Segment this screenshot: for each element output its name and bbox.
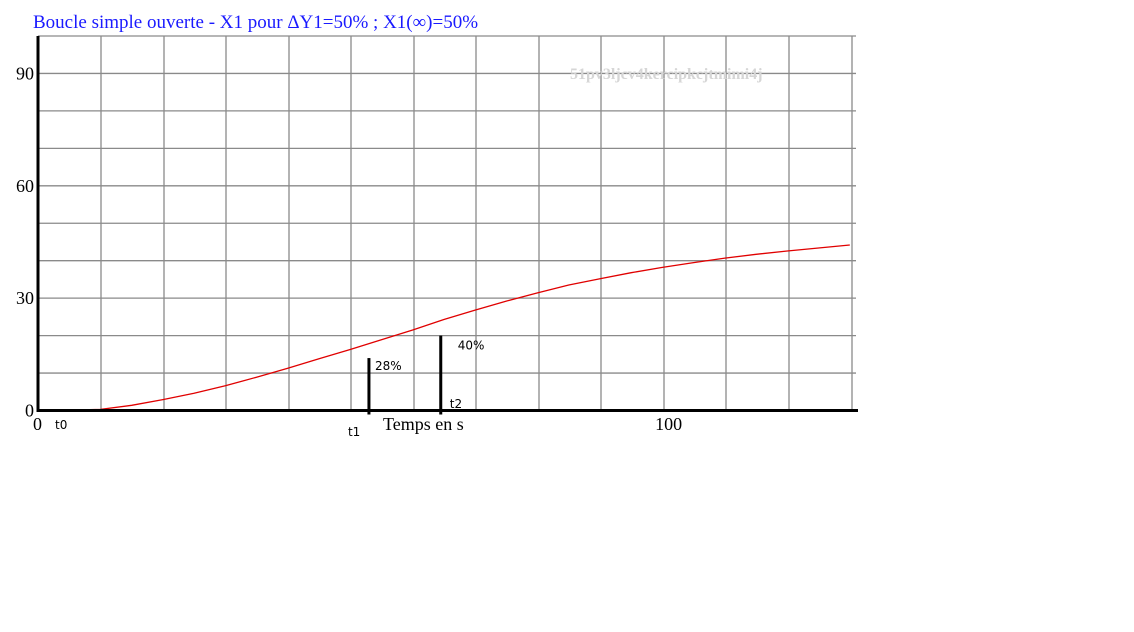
y-tick-label: 60 <box>16 176 34 196</box>
marker-point-label: t2 <box>450 397 462 411</box>
series-line <box>37 244 850 412</box>
grid <box>38 35 856 411</box>
marker-value-label: 40% <box>458 339 485 353</box>
x-tick-label: 0 <box>33 414 42 434</box>
x-tick-label: 100 <box>655 414 682 434</box>
x-axis-label: Temps en s <box>383 414 464 434</box>
chart-title: Boucle simple ouverte - X1 pour ΔY1=50% … <box>33 12 478 33</box>
origin-label: t0 <box>55 418 67 432</box>
tick-labels: 0 30 60 90 0 100 <box>16 63 682 434</box>
marker-value-label: 28% <box>375 359 402 373</box>
marker-point-label: t1 <box>348 425 360 439</box>
marker-layer: 28% t1 40% t2 <box>348 335 485 439</box>
series-layer <box>37 244 850 412</box>
y-tick-label: 30 <box>16 288 34 308</box>
watermark: 51pv3ljcv4kercipkcjtmimi4j <box>570 66 763 83</box>
y-tick-label: 90 <box>16 63 34 83</box>
y-tick-label: 0 <box>25 401 34 421</box>
